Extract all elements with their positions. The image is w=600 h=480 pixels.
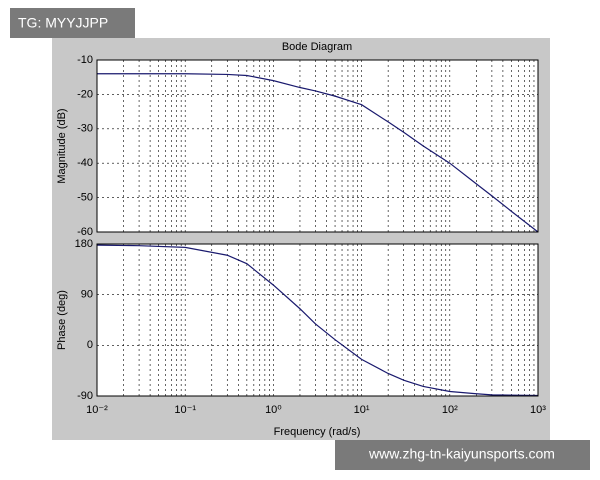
y-tick-label: 180 — [75, 238, 93, 250]
plot-frame — [96, 59, 539, 233]
x-tick-label: 10² — [442, 404, 458, 416]
line-series — [96, 244, 539, 397]
chart-title: Bode Diagram — [282, 41, 352, 53]
y-tick-label: -90 — [77, 390, 93, 402]
x-tick-label: 10⁻² — [86, 404, 108, 416]
y-tick-label: 0 — [87, 339, 93, 351]
x-tick-label: 10¹ — [354, 404, 370, 416]
plot-frame — [96, 243, 539, 397]
y-tick-label: -20 — [77, 88, 93, 100]
x-axis-label: Frequency (rad/s) — [274, 426, 361, 438]
tag-box — [10, 8, 135, 38]
y-tick-label: 90 — [81, 289, 93, 301]
y-tick-label: -10 — [77, 54, 93, 66]
x-tick-label: 10⁻¹ — [174, 404, 196, 416]
line-series — [97, 73, 539, 233]
y-tick-label: -50 — [77, 192, 93, 204]
plot-area — [97, 60, 538, 232]
url-box — [335, 440, 590, 470]
x-tick-label: 10⁰ — [265, 404, 282, 416]
y-tick-label: -30 — [77, 123, 93, 135]
y-tick-label: -40 — [77, 157, 93, 169]
plot-area — [97, 244, 538, 396]
y-tick-label: -60 — [77, 226, 93, 238]
y-axis-label: Magnitude (dB) — [56, 108, 68, 183]
url-text: www.zhg-tn-kaiyunsports.com — [368, 446, 555, 462]
x-tick-label: 10³ — [530, 404, 546, 416]
y-axis-label: Phase (deg) — [56, 290, 68, 350]
tag-text: TG: MYYJJPP — [18, 15, 108, 31]
